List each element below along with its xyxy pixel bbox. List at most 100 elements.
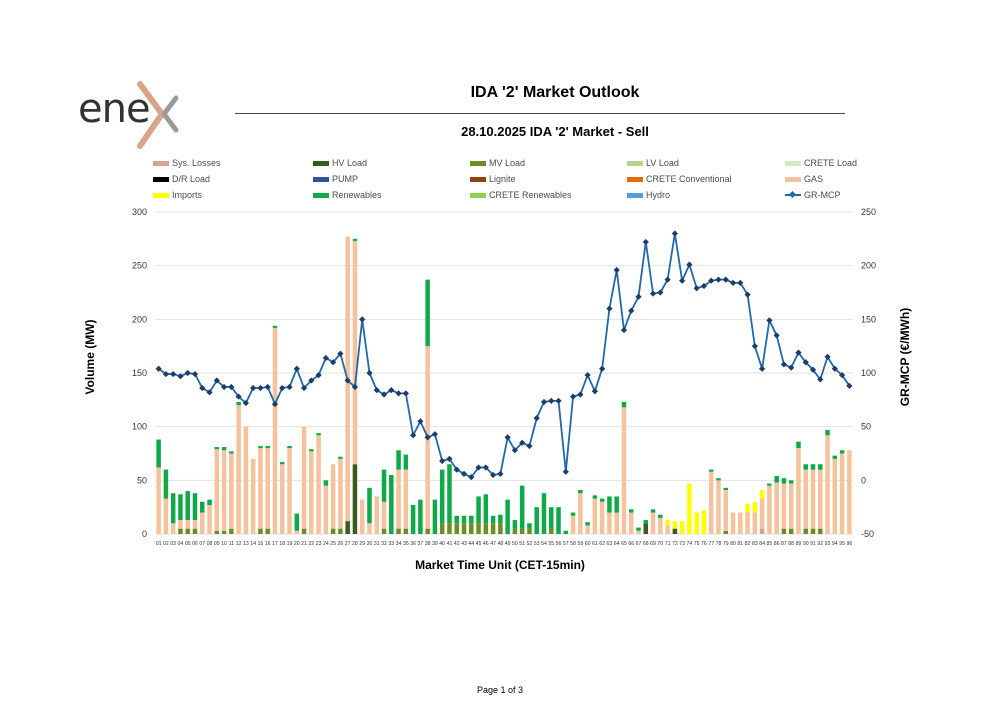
x-tick-label: 41 bbox=[447, 541, 453, 547]
x-tick-label: 37 bbox=[417, 541, 423, 547]
bar-imports bbox=[694, 512, 699, 534]
mcp-point bbox=[729, 279, 737, 286]
x-tick-label: 33 bbox=[388, 541, 394, 547]
bar-renewables bbox=[236, 401, 241, 406]
x-tick-label: 74 bbox=[687, 541, 693, 547]
legend-label: D/R Load bbox=[172, 174, 211, 184]
y-axis-title: Volume (MW) bbox=[83, 319, 97, 395]
bar-renewables bbox=[432, 499, 438, 534]
bar-gas bbox=[628, 512, 634, 534]
mcp-point bbox=[460, 470, 468, 478]
mcp-point bbox=[453, 466, 460, 473]
x-tick-label: 91 bbox=[810, 541, 816, 547]
bar-renewables bbox=[636, 527, 641, 531]
mcp-point bbox=[759, 365, 766, 372]
bar-renewables bbox=[650, 509, 656, 513]
mcp-point bbox=[155, 365, 162, 372]
mcp-point bbox=[322, 354, 329, 362]
mcp-point bbox=[533, 414, 540, 422]
x-tick-label: 65 bbox=[621, 541, 627, 547]
bar-renewables bbox=[156, 439, 161, 468]
mcp-point bbox=[504, 434, 511, 441]
x-tick-label: 26 bbox=[338, 541, 344, 547]
bar-renewables bbox=[607, 496, 612, 513]
x-tick-label: 67 bbox=[636, 541, 642, 547]
x-tick-label: 50 bbox=[512, 541, 518, 547]
legend-label: Lignite bbox=[489, 174, 516, 184]
x-tick-label: 78 bbox=[716, 541, 722, 547]
bar-mv-load bbox=[498, 523, 503, 534]
bar-gas bbox=[221, 450, 227, 531]
bar-renewables bbox=[774, 476, 779, 483]
legend-item-hv-load: HV Load bbox=[313, 157, 367, 169]
x-tick-label: 94 bbox=[832, 541, 838, 547]
x-tick-label: 59 bbox=[577, 541, 583, 547]
x-tick-label: 17 bbox=[272, 541, 278, 547]
mcp-point bbox=[468, 474, 475, 481]
bar-mv-load bbox=[512, 528, 518, 534]
bar-gas bbox=[272, 327, 278, 534]
y2-tick-label: 150 bbox=[861, 314, 876, 324]
legend-item-imports: Imports bbox=[153, 189, 202, 201]
bar-gas bbox=[592, 498, 598, 534]
y-tick-label: 250 bbox=[132, 261, 147, 271]
x-tick-label: 57 bbox=[563, 541, 569, 547]
y-tick-label: 100 bbox=[132, 422, 147, 432]
bar-gas bbox=[294, 530, 300, 534]
legend-label: MV Load bbox=[489, 158, 526, 168]
x-tick-label: 08 bbox=[207, 541, 213, 547]
x-tick-label: 92 bbox=[817, 541, 823, 547]
bar-renewables bbox=[469, 515, 474, 524]
legend-item-hydro: Hydro bbox=[627, 189, 670, 201]
mcp-point bbox=[548, 397, 555, 405]
x-tick-label: 51 bbox=[519, 541, 525, 547]
bar-hv-load bbox=[643, 523, 649, 534]
bar-renewables bbox=[207, 499, 212, 506]
bar-mv-load bbox=[490, 523, 496, 534]
bar-gas bbox=[185, 520, 190, 529]
bar-gas bbox=[279, 464, 285, 534]
legend-swatch bbox=[470, 176, 486, 182]
mcp-point bbox=[686, 261, 693, 268]
bar-renewables bbox=[272, 325, 278, 328]
bar-imports bbox=[701, 510, 707, 534]
x-tick-label: 01 bbox=[156, 541, 162, 547]
bar-gas bbox=[607, 512, 612, 534]
x-tick-label: 73 bbox=[679, 541, 685, 547]
mcp-point bbox=[773, 332, 780, 339]
bar-renewables bbox=[621, 401, 627, 408]
bar-mv-load bbox=[527, 528, 532, 534]
bar-renewables bbox=[614, 496, 619, 513]
bar-gas bbox=[338, 458, 343, 529]
x-tick-label: 38 bbox=[425, 541, 431, 547]
bar-renewables bbox=[200, 501, 205, 513]
mcp-point bbox=[475, 464, 482, 471]
x-tick-label: 29 bbox=[359, 541, 365, 547]
bar-renewables bbox=[832, 455, 838, 459]
bar-renewables bbox=[338, 456, 343, 459]
x-tick-label: 31 bbox=[374, 541, 380, 547]
enex-logo: ene bbox=[78, 80, 188, 150]
x-tick-label: 13 bbox=[243, 541, 249, 547]
mcp-point bbox=[751, 343, 758, 350]
mcp-point bbox=[737, 279, 744, 286]
bar-gas bbox=[359, 499, 365, 534]
y2-tick-label: 100 bbox=[861, 368, 876, 378]
bar-mv-load bbox=[439, 523, 445, 534]
bar-gas bbox=[599, 501, 605, 534]
bar-gas bbox=[658, 517, 663, 534]
legend-item-pump: PUMP bbox=[313, 173, 358, 185]
x-tick-label: 02 bbox=[163, 541, 169, 547]
mcp-point bbox=[693, 285, 700, 292]
x-tick-label: 61 bbox=[592, 541, 598, 547]
bar-mv-load bbox=[818, 528, 823, 534]
x-tick-label: 89 bbox=[796, 541, 802, 547]
bar-mv-load bbox=[803, 528, 808, 534]
x-axis-title: Market Time Unit (CET-15min) bbox=[415, 558, 585, 572]
bar-mv-load bbox=[461, 523, 467, 534]
bar-gas bbox=[258, 448, 263, 529]
bar-renewables bbox=[708, 469, 714, 472]
legend-label: Hydro bbox=[646, 190, 671, 200]
legend-item-gas: GAS bbox=[785, 173, 823, 185]
